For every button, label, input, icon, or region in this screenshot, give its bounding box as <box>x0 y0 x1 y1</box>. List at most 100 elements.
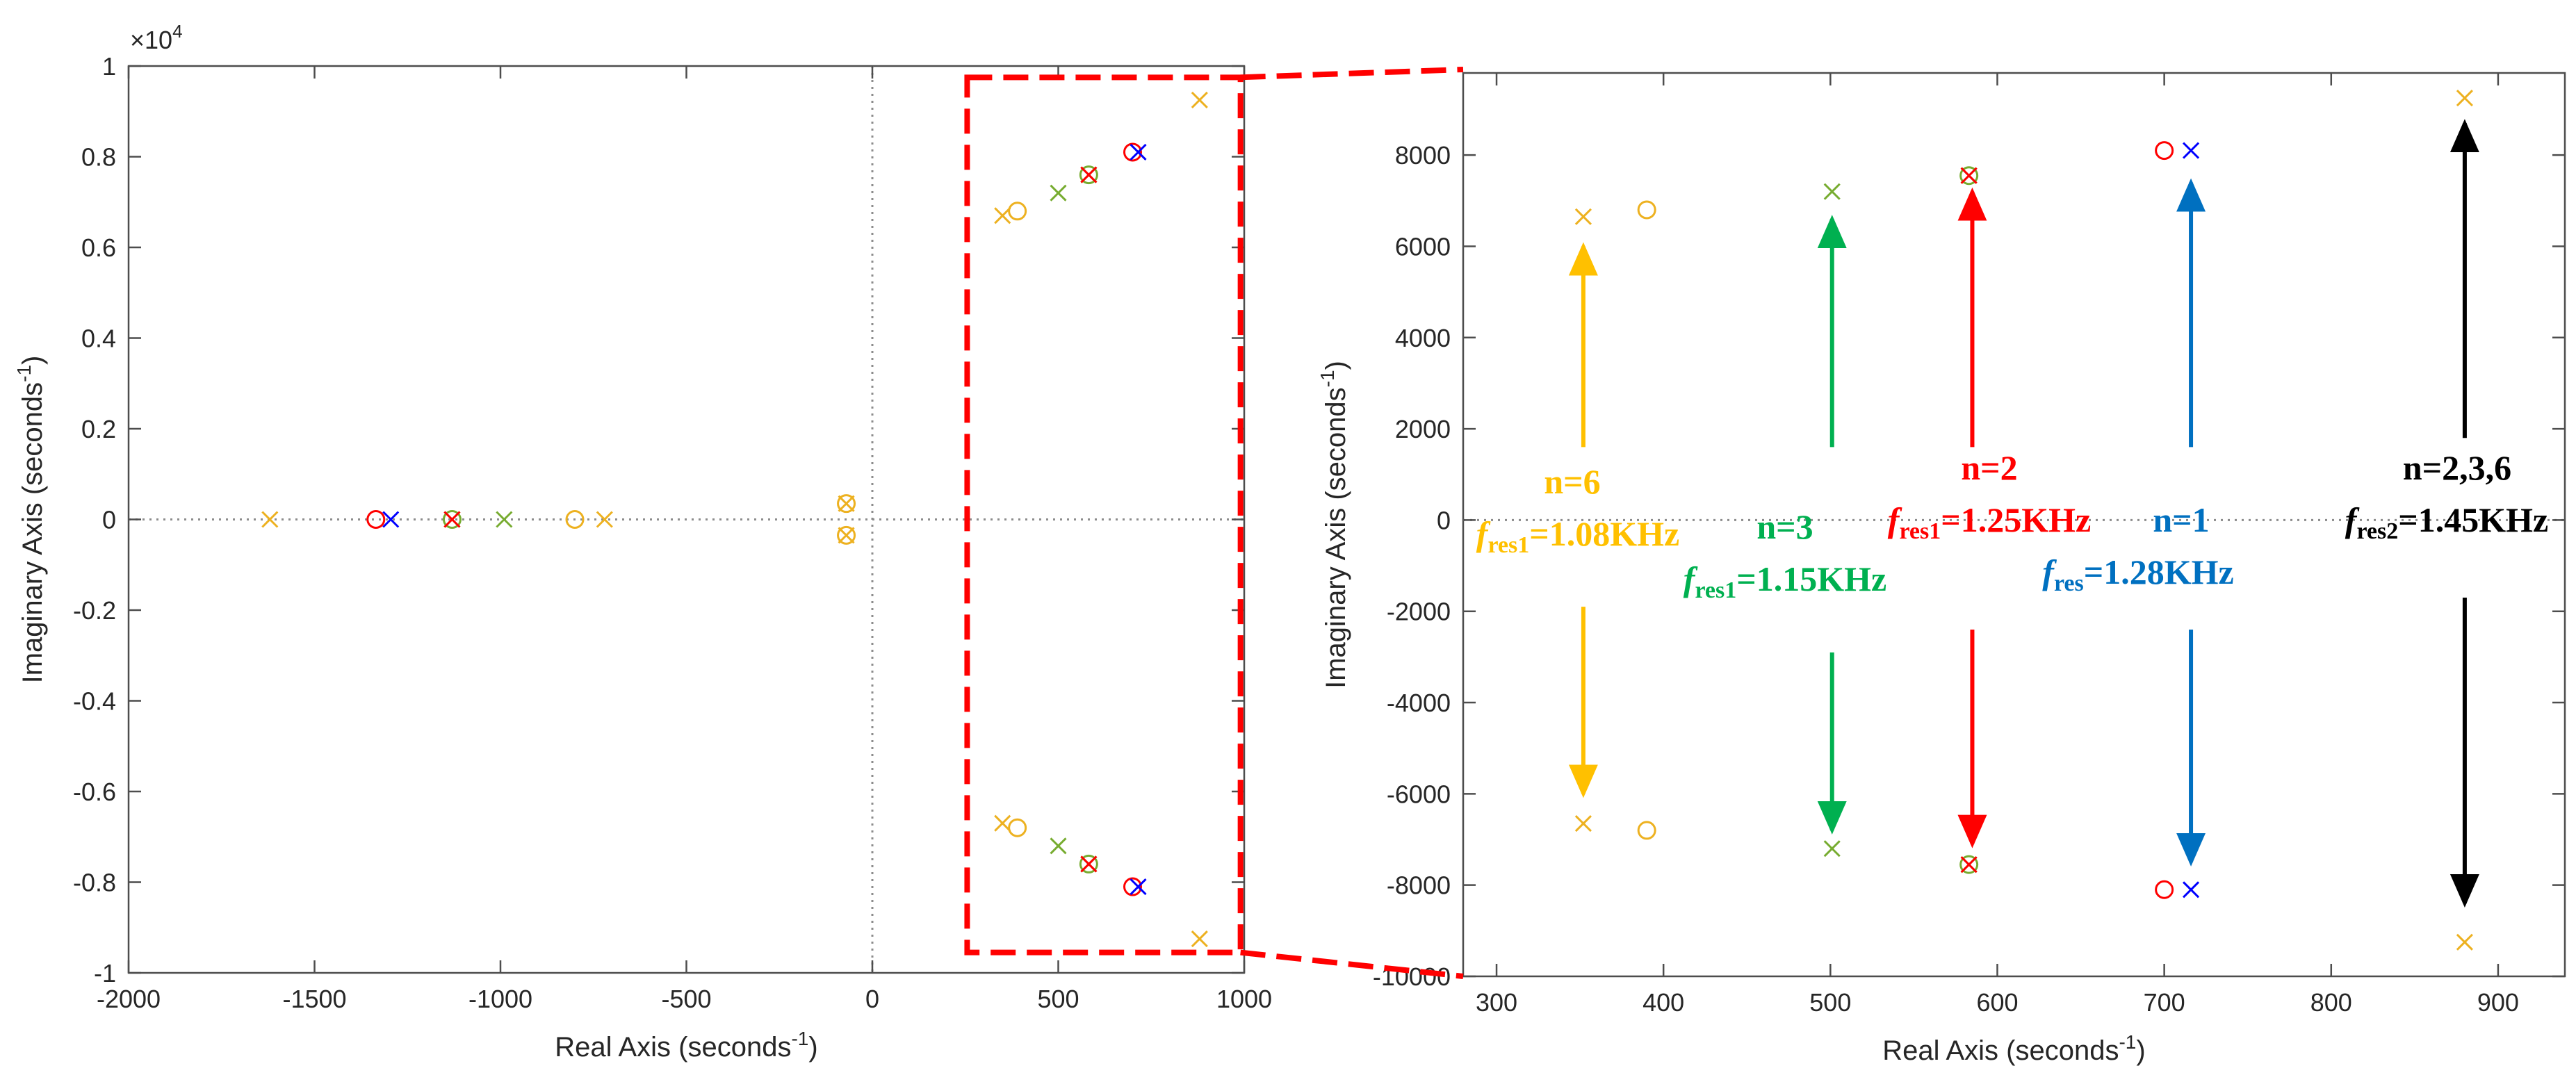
pole-marker-n=3 <box>1823 840 1841 858</box>
x-tick-label: 300 <box>1476 988 1517 1017</box>
x-tick-label: 500 <box>1809 988 1851 1017</box>
zero-marker-n=2 <box>1123 142 1142 162</box>
y-tick-label: -0.8 <box>73 869 116 897</box>
zero-marker-n=6 <box>837 525 856 545</box>
pole-stroke <box>838 527 855 544</box>
pole-marker-n=3 <box>496 511 513 528</box>
x-label-sup: -1 <box>791 1028 808 1049</box>
y-axis-label: Imaginary Axis (seconds-1) <box>13 356 48 684</box>
pole-stroke <box>838 495 855 512</box>
pole-stroke <box>496 511 513 528</box>
zoom-box <box>964 74 1244 955</box>
pole-marker-n=1 <box>382 511 400 528</box>
x-label-end: ) <box>2136 1035 2145 1066</box>
exponent-base: ×10 <box>130 26 172 54</box>
annotation-n1-freq: fres=1.28KHz <box>2042 552 2233 596</box>
pole-stroke <box>1574 814 1592 832</box>
y-label-end: ) <box>17 356 48 365</box>
zero-marker-n=3 <box>1079 165 1098 185</box>
freq-subscript: res1 <box>1487 532 1529 558</box>
pole-marker-n=2 <box>443 511 461 528</box>
pole-marker-n=1 <box>1130 878 1147 896</box>
y-tick-label: 0 <box>1437 506 1451 534</box>
zoom-connector-bottom <box>1240 949 1464 979</box>
freq-symbol: f <box>2345 500 2360 539</box>
pole-marker-n=2 <box>1960 856 1978 873</box>
pole-stroke <box>2182 881 2200 899</box>
x-tick-label: -2000 <box>97 985 161 1013</box>
freq-symbol: f <box>2042 552 2057 591</box>
y-label-main: Imaginary Axis (seconds <box>17 382 48 684</box>
annotation-n3-label: n=3 <box>1756 507 1813 546</box>
freq-subscript: res <box>2054 571 2084 596</box>
y-tick-label: 0.8 <box>81 143 116 172</box>
annotation-n236-label: n=2,3,6 <box>2403 448 2511 487</box>
y-tick-label: -2000 <box>1387 598 1451 626</box>
zero-marker-n=2 <box>366 510 386 529</box>
exponent-power: 4 <box>172 21 182 42</box>
y-tick-label: -8000 <box>1387 871 1451 900</box>
x-label-main: Real Axis (seconds <box>1882 1035 2119 1066</box>
pole-marker-n=1 <box>2182 881 2200 899</box>
pole-marker-n=6 <box>1191 91 1208 108</box>
pole-stroke <box>1130 143 1147 161</box>
y-tick-label: 0.2 <box>81 415 116 443</box>
x-tick-label: -1500 <box>282 985 346 1013</box>
pole-marker-n=6 <box>1574 208 1592 225</box>
pole-marker-n=2 <box>1080 855 1098 873</box>
y-tick-label: -1 <box>94 959 116 987</box>
pole-marker-n=1 <box>2182 142 2200 159</box>
x-label-main: Real Axis (seconds <box>555 1032 791 1063</box>
pole-stroke <box>994 207 1011 224</box>
y-tick-label: 1 <box>102 52 116 81</box>
pole-stroke <box>1050 184 1067 202</box>
y-tick-label: 4000 <box>1395 324 1451 352</box>
x-tick-label: 0 <box>865 985 879 1013</box>
pole-marker-n=6 <box>261 511 279 528</box>
y-label-main: Imaginary Axis (seconds <box>1321 387 1351 689</box>
zoom-connector <box>964 67 1464 979</box>
y-label-end: ) <box>1321 361 1351 370</box>
pole-marker-n=1 <box>1130 143 1147 161</box>
zero-marker-n=2 <box>1123 877 1142 896</box>
pole-marker-n=6 <box>1574 814 1592 832</box>
y-tick-label: 6000 <box>1395 232 1451 261</box>
pole-stroke <box>2456 933 2473 951</box>
pole-stroke <box>1574 208 1592 225</box>
freq-symbol: f <box>1888 500 1902 539</box>
pole-marker-n=6 <box>2456 90 2473 107</box>
pole-marker-n=6 <box>838 527 855 544</box>
pole-stroke <box>1960 856 1978 873</box>
y-tick-label: 0 <box>102 506 116 534</box>
zero-marker-n=3 <box>1959 855 1979 874</box>
x-tick-label: 400 <box>1642 988 1684 1017</box>
pole-marker-n=6 <box>994 814 1011 832</box>
pole-stroke <box>1823 840 1841 858</box>
zero-marker-n=2 <box>2155 880 2174 899</box>
left-panel: -2000 -1500 -1000 -500 0 500 1000 -1 -0.8 -0.6 -0.… <box>13 21 1272 1063</box>
zero-marker-n=2 <box>2155 141 2174 161</box>
pole-marker-n=6 <box>994 207 1011 224</box>
x-tick-label: 900 <box>2477 988 2519 1017</box>
x-tick-label: -500 <box>661 985 711 1013</box>
zero-marker-n=3 <box>1079 854 1098 873</box>
pole-marker-n=2 <box>1960 167 1978 184</box>
x-tick-label: -1000 <box>468 985 532 1013</box>
zero-marker-n=6 <box>1637 200 1656 220</box>
freq-value: =1.25KHz <box>1941 500 2091 539</box>
y-tick-label: 8000 <box>1395 141 1451 170</box>
x-label-sup: -1 <box>2119 1031 2136 1053</box>
zero-marker-n=3 <box>1959 166 1979 186</box>
y-exponent-label: ×104 <box>130 21 183 54</box>
y-tick-label: -6000 <box>1387 780 1451 808</box>
axes-box <box>1462 72 2566 978</box>
zoom-connector-top <box>1240 67 1464 81</box>
pole-stroke <box>994 814 1011 832</box>
freq-value: =1.15KHz <box>1736 559 1886 598</box>
zero-marker-n=6 <box>1008 818 1027 837</box>
y-label-sup: -1 <box>13 365 35 382</box>
y-tick-label: 0.6 <box>81 233 116 262</box>
pole-stroke <box>596 511 613 528</box>
